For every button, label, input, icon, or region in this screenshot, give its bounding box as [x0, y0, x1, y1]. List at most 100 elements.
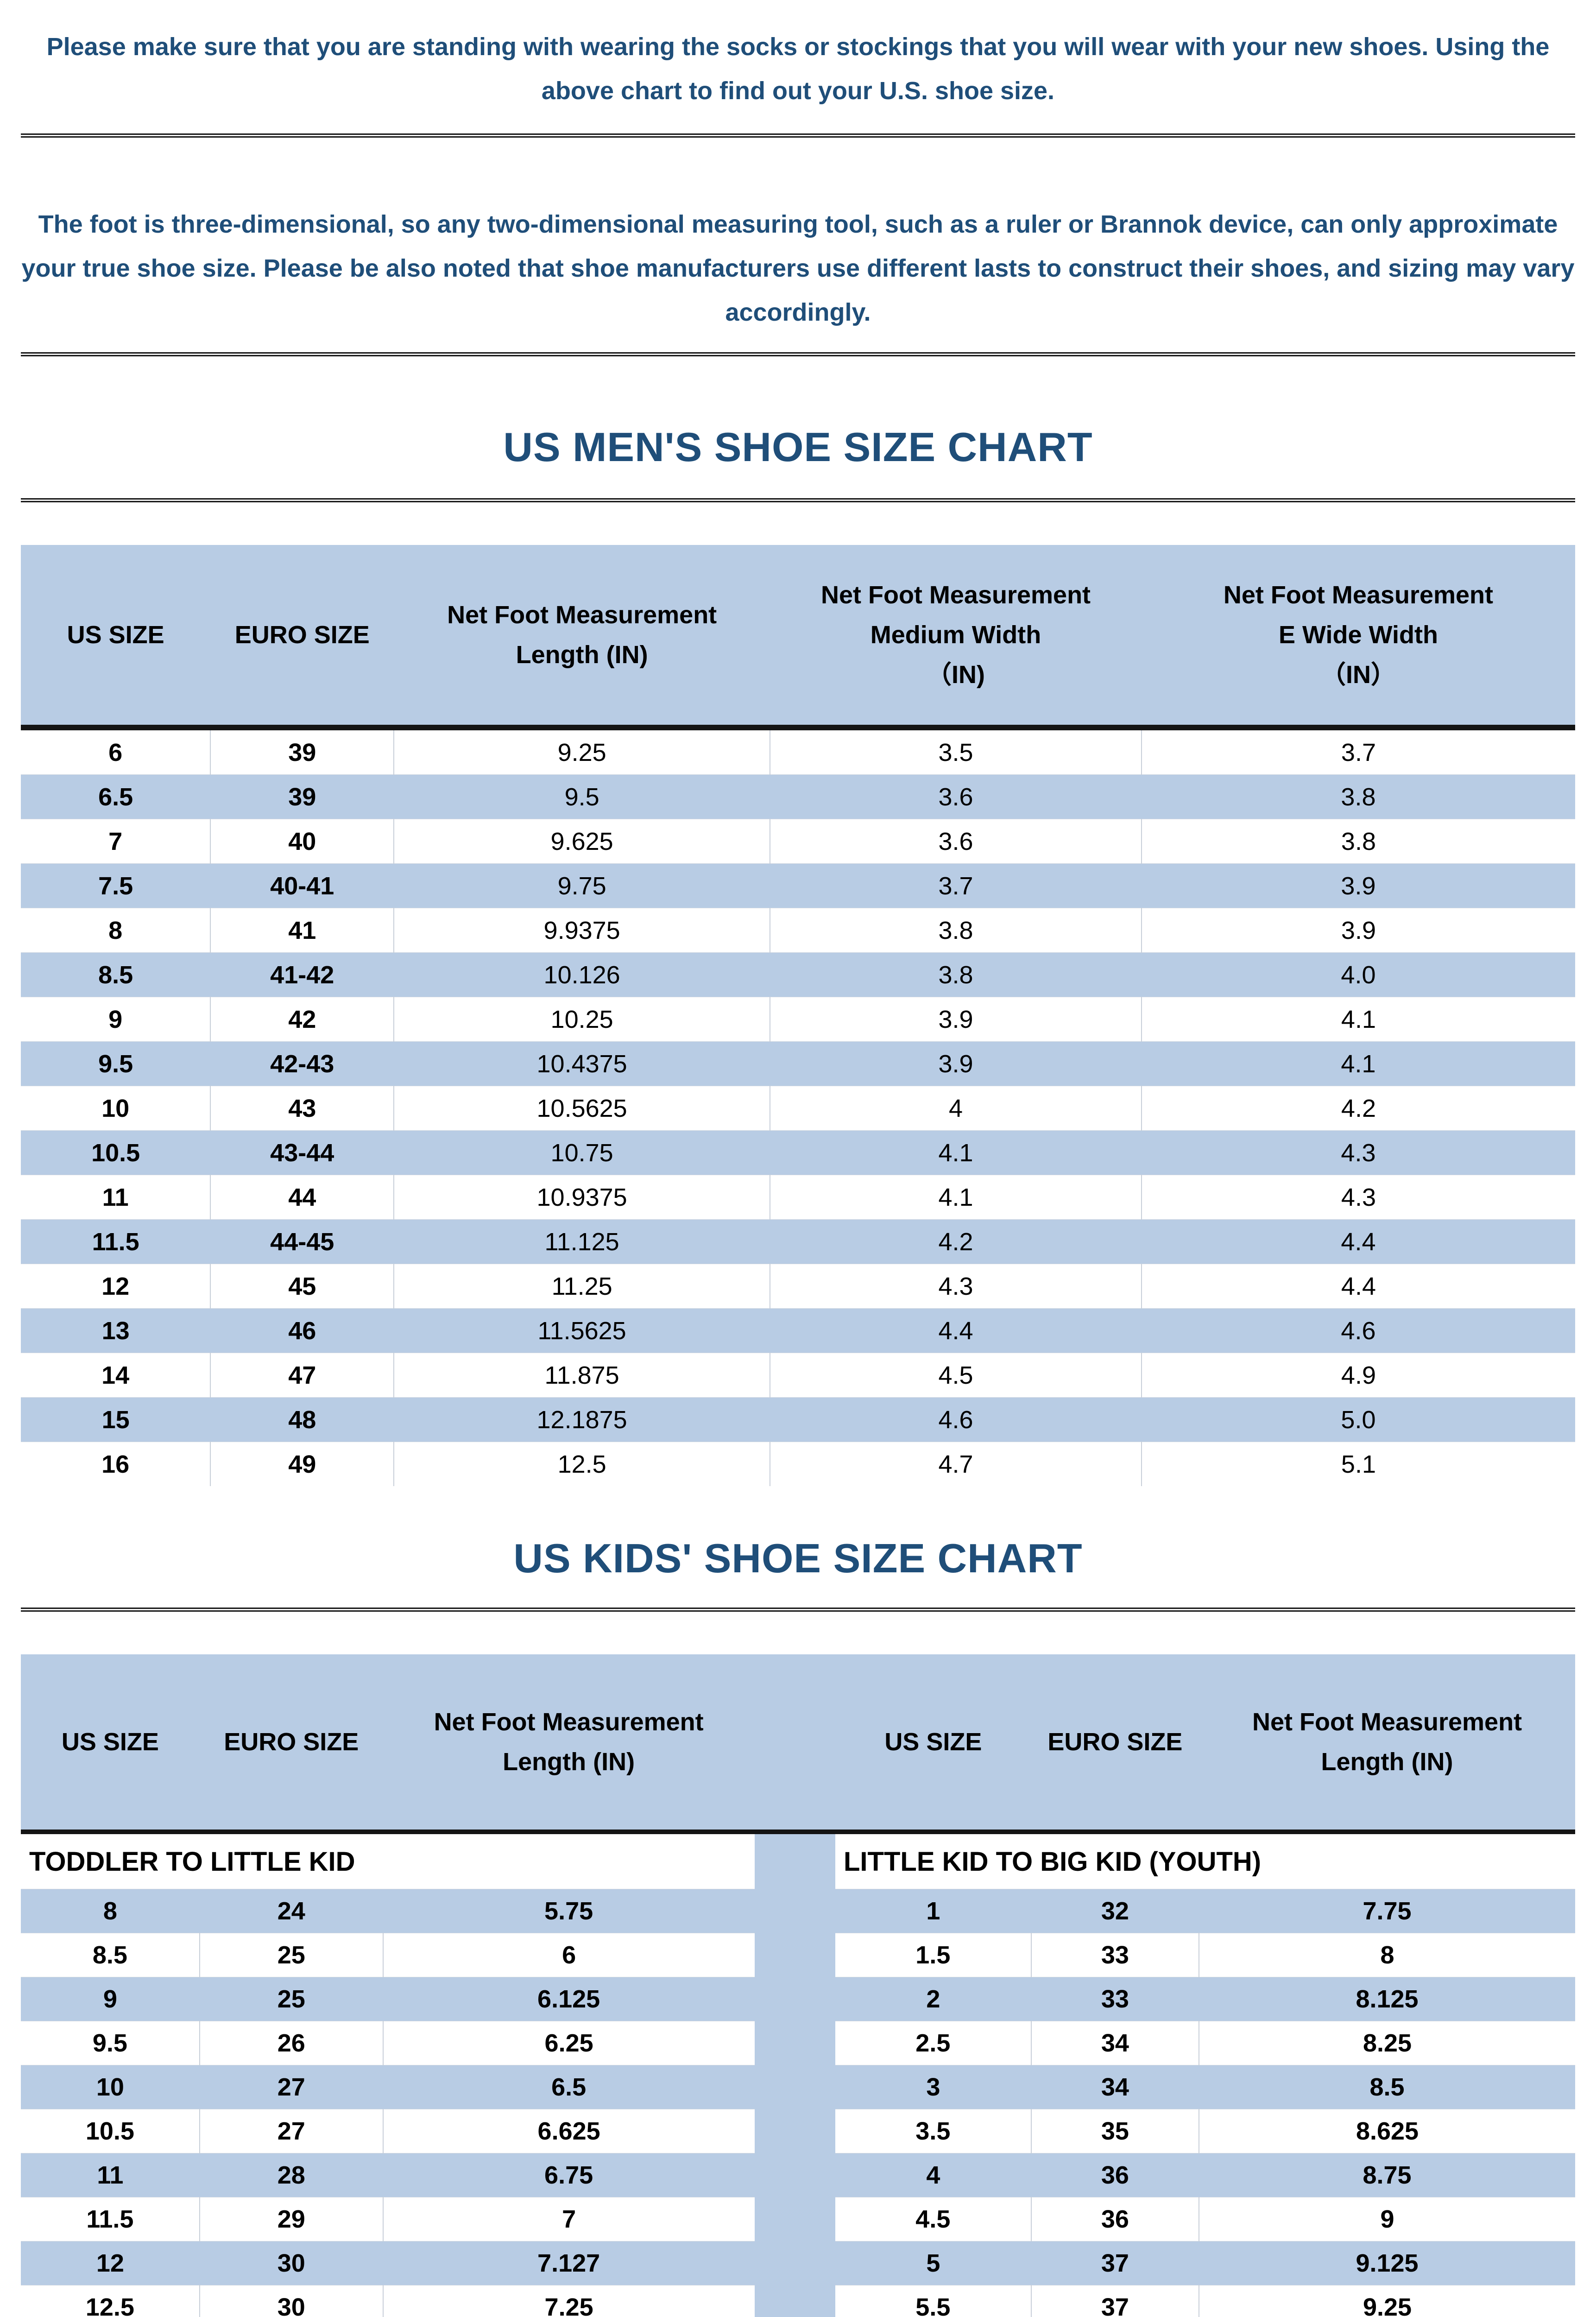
- kids-table-cell: 10.5: [21, 2109, 200, 2153]
- column-header-euro-size: EURO SIZE: [210, 545, 394, 730]
- mens-table-cell: 3.6: [770, 774, 1142, 819]
- kids-table-cell: 6: [382, 1933, 755, 1977]
- mens-table-cell: 49: [210, 1442, 394, 1486]
- kids-table-cell: 11: [21, 2153, 200, 2197]
- mens-table-row: 10 43 10.5625 4 4.2: [21, 1086, 1575, 1131]
- kids-table-cell: 33: [1030, 1933, 1199, 1977]
- mens-table-cell: 3.7: [1141, 727, 1575, 775]
- separator-cell: [754, 2153, 835, 2197]
- mens-table-cell: 10.4375: [394, 1041, 770, 1086]
- kids-table-cell: 7.75: [1199, 1889, 1575, 1933]
- mens-table-cell: 12.1875: [394, 1397, 770, 1442]
- kids-table-cell: 36: [1030, 2197, 1199, 2241]
- horizontal-rule: [21, 498, 1575, 502]
- kids-table-row: 11 28 6.75 4 36 8.75: [21, 2153, 1575, 2197]
- kids-size-table: US SIZE EURO SIZE Net Foot Measurement L…: [21, 1654, 1575, 2317]
- mens-table-cell: 4.2: [770, 1219, 1142, 1264]
- mens-table-cell: 4.9: [1141, 1353, 1575, 1398]
- mens-table-cell: 10.5625: [393, 1086, 770, 1131]
- mens-table-cell: 4.3: [770, 1264, 1142, 1309]
- mens-table-cell: 3.6: [770, 819, 1142, 864]
- kids-table-cell: 36: [1031, 2153, 1199, 2197]
- intro-paragraph-1: Please make sure that you are standing w…: [46, 33, 1550, 105]
- mens-table-row: 12 45 11.25 4.3 4.4: [21, 1264, 1575, 1309]
- kids-table-row: 11.5 29 7 4.5 36 9: [21, 2197, 1575, 2241]
- mens-table-row: 10.5 43-44 10.75 4.1 4.3: [21, 1130, 1575, 1175]
- mens-table-cell: 15: [21, 1397, 211, 1442]
- mens-size-table: US SIZE EURO SIZE Net Foot Measurement L…: [21, 545, 1575, 1486]
- mens-table-cell: 3.9: [770, 1041, 1142, 1086]
- kids-table-cell: 1: [835, 1889, 1031, 1933]
- mens-table-cell: 10.5: [21, 1130, 211, 1175]
- kids-table-cell: 37: [1031, 2241, 1199, 2285]
- kids-table-cell: 24: [199, 1889, 383, 1933]
- kids-table-row: 12 30 7.127 5 37 9.125: [21, 2241, 1575, 2285]
- mens-table-row: 11 44 10.9375 4.1 4.3: [21, 1175, 1575, 1220]
- kids-table-cell: 12.5: [21, 2285, 200, 2317]
- mens-table-cell: 4.3: [1141, 1130, 1575, 1175]
- mens-table-cell: 7: [21, 819, 211, 864]
- mens-table-cell: 9.5: [394, 774, 770, 819]
- separator-cell: [754, 2065, 835, 2109]
- kids-table-row: 9 25 6.125 2 33 8.125: [21, 1977, 1575, 2021]
- column-header-length: Net Foot Measurement Length (IN): [1199, 1654, 1575, 1834]
- column-header-euro-size: EURO SIZE: [1031, 1654, 1199, 1834]
- kids-table-cell: 5.5: [835, 2285, 1031, 2317]
- kids-table-cell: 3.5: [835, 2109, 1031, 2153]
- kids-table-row: 10 27 6.5 3 34 8.5: [21, 2065, 1575, 2109]
- mens-table-cell: 4.4: [770, 1308, 1142, 1353]
- kids-table-cell: 6.25: [382, 2021, 755, 2065]
- mens-table-cell: 10.9375: [393, 1175, 770, 1220]
- kids-table-cell: 5: [835, 2241, 1031, 2285]
- kids-table-cell: 29: [199, 2197, 383, 2241]
- mens-table-row: 13 46 11.5625 4.4 4.6: [21, 1308, 1575, 1353]
- kids-table-cell: 30: [199, 2285, 383, 2317]
- separator-cell: [754, 2021, 835, 2065]
- mens-table-cell: 3.5: [770, 727, 1142, 775]
- mens-table-row: 6.5 39 9.5 3.6 3.8: [21, 774, 1575, 819]
- mens-table-row: 7.5 40-41 9.75 3.7 3.9: [21, 863, 1575, 908]
- kids-table-cell: 28: [199, 2153, 383, 2197]
- mens-table-cell: 5.1: [1141, 1442, 1575, 1486]
- mens-table-cell: 48: [210, 1397, 394, 1442]
- mens-table-cell: 10.75: [394, 1130, 770, 1175]
- mens-table-cell: 4.4: [1141, 1264, 1575, 1309]
- mens-table-cell: 4: [770, 1086, 1142, 1131]
- kids-table-cell: 2.5: [835, 2021, 1031, 2065]
- kids-chart-title: US KIDS' SHOE SIZE CHART: [513, 1535, 1083, 1581]
- mens-table-cell: 4.4: [1141, 1219, 1575, 1264]
- mens-table-cell: 4.7: [770, 1442, 1142, 1486]
- mens-table-cell: 4.6: [1141, 1308, 1575, 1353]
- mens-table-row: 6 39 9.25 3.5 3.7: [21, 727, 1575, 775]
- mens-table-cell: 4.1: [770, 1175, 1142, 1220]
- kids-table-cell: 27: [199, 2065, 383, 2109]
- mens-table-cell: 4.5: [770, 1353, 1142, 1398]
- mens-table-row: 16 49 12.5 4.7 5.1: [21, 1442, 1575, 1486]
- mens-table-cell: 3.8: [1141, 819, 1575, 864]
- horizontal-rule: [21, 1608, 1575, 1612]
- mens-table-cell: 3.9: [1141, 908, 1575, 953]
- kids-table-cell: 4: [835, 2153, 1031, 2197]
- mens-table-cell: 11.125: [394, 1219, 770, 1264]
- mens-table-cell: 44-45: [210, 1219, 394, 1264]
- column-header-us-size: US SIZE: [21, 1654, 200, 1834]
- kids-table-cell: 25: [199, 1933, 383, 1977]
- kids-table-row: 9.5 26 6.25 2.5 34 8.25: [21, 2021, 1575, 2065]
- mens-table-cell: 4.1: [1141, 1041, 1575, 1086]
- mens-table-row: 11.5 44-45 11.125 4.2 4.4: [21, 1219, 1575, 1264]
- kids-table-cell: 5.75: [383, 1889, 755, 1933]
- kids-table-cell: 8.125: [1199, 1977, 1575, 2021]
- kids-table-cell: 8: [1199, 1933, 1575, 1977]
- mens-table-cell: 39: [210, 774, 394, 819]
- column-header-euro-size: EURO SIZE: [199, 1654, 383, 1834]
- mens-table-cell: 3.8: [1141, 774, 1575, 819]
- horizontal-rule: [21, 352, 1575, 356]
- kids-table-cell: 34: [1031, 2065, 1199, 2109]
- kids-table-cell: 30: [199, 2241, 383, 2285]
- kids-table-cell: 25: [199, 1977, 383, 2021]
- mens-table-cell: 10.25: [393, 997, 770, 1042]
- kids-table-cell: 1.5: [835, 1933, 1031, 1977]
- kids-table-cell: 7: [382, 2197, 755, 2241]
- mens-table-row: 15 48 12.1875 4.6 5.0: [21, 1397, 1575, 1442]
- mens-table-cell: 11.5: [21, 1219, 211, 1264]
